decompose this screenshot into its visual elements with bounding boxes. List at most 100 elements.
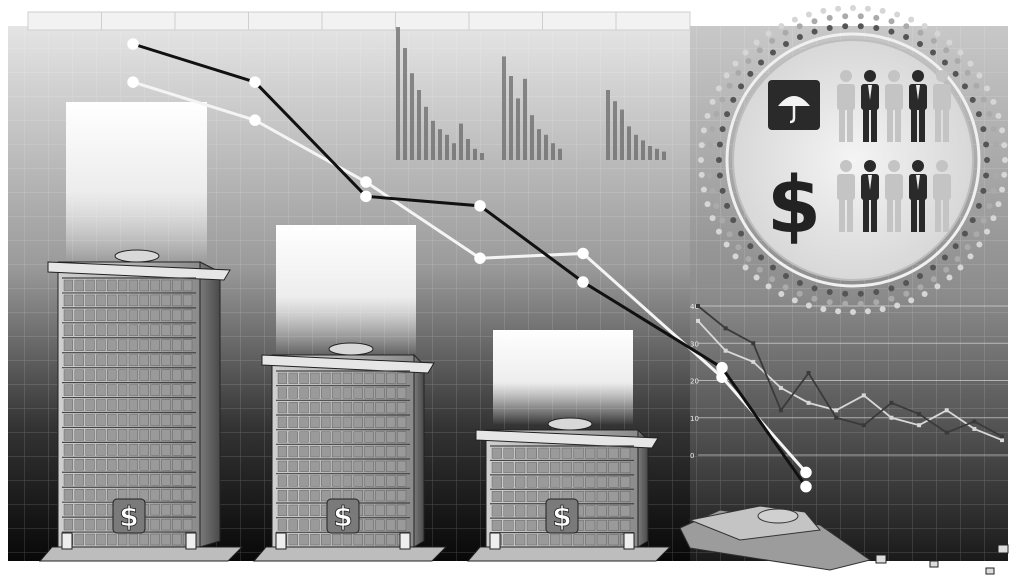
person-icon (909, 70, 927, 142)
decline-line-point (360, 190, 372, 203)
person-icon (933, 70, 951, 142)
dollar-badge (545, 498, 579, 534)
background-bar (544, 134, 548, 160)
small-chart-point (696, 318, 700, 323)
small-chart-series (697, 320, 1003, 441)
decline-line-point (577, 247, 589, 260)
small-chart-point (972, 426, 977, 431)
small-chart-point (972, 419, 977, 424)
small-chart-point (944, 430, 949, 435)
dollar-badge (326, 498, 360, 534)
person-icon (837, 70, 855, 142)
dollar-badge-symbol: $ (333, 500, 352, 533)
background-bar (641, 140, 645, 160)
circle-dot-ring (698, 5, 1008, 315)
background-bar (459, 123, 463, 160)
small-chart-point (834, 408, 839, 413)
dollar-badge (112, 498, 146, 534)
decline-line-point (360, 176, 372, 188)
dollar-icon: $ (767, 161, 821, 251)
small-chart-point (696, 304, 700, 308)
person-icon (933, 160, 951, 232)
background-bar-groups (396, 27, 666, 160)
background-bar (438, 129, 442, 160)
small-chart-tick-label: 40 (690, 303, 699, 311)
person-icon (861, 70, 879, 142)
background-bar (613, 101, 617, 160)
people-rows (837, 70, 951, 232)
background-bar (551, 143, 555, 160)
glow-panel-1 (66, 102, 207, 262)
small-chart-point (834, 415, 839, 420)
background-bar (523, 78, 527, 160)
glow-panel-3 (493, 330, 633, 425)
background-bar (509, 76, 513, 160)
background-bar (410, 73, 414, 160)
decline-line-point (474, 252, 486, 264)
background-bar (530, 115, 534, 160)
top-strip-cells (27, 12, 617, 30)
decline-line-point (800, 466, 812, 479)
background-bar (537, 129, 541, 160)
small-chart-tick-label: 20 (690, 378, 699, 386)
small-chart-point (723, 348, 728, 353)
person-icon (861, 160, 879, 232)
small-chart-point (806, 371, 811, 376)
background-bar (396, 27, 400, 160)
background-bar (473, 148, 477, 160)
background-bar (620, 109, 624, 160)
collapsed-building (679, 505, 1009, 575)
person-icon (885, 70, 903, 142)
small-chart-point (889, 400, 894, 405)
decline-line-point (249, 76, 261, 88)
background-bar (431, 120, 435, 160)
background-bar (558, 148, 562, 160)
background-bar (452, 143, 456, 160)
small-chart-point (861, 393, 866, 398)
small-chart-tick-label: 10 (690, 415, 699, 423)
dollar-badge-symbol: $ (552, 500, 571, 533)
small-chart-point (944, 408, 949, 413)
decline-line-point (127, 76, 139, 88)
person-icon (885, 160, 903, 232)
small-chart-point (889, 415, 894, 420)
umbrella-icon (768, 80, 820, 130)
background-bar (606, 90, 610, 160)
tall-building: $ (38, 249, 244, 562)
small-chart-point (723, 326, 728, 331)
background-bar (655, 148, 659, 160)
decline-line-point (127, 38, 139, 50)
background-bar (662, 151, 666, 160)
background-bar (634, 134, 638, 160)
top-strip (27, 11, 691, 31)
small-chart-point (1000, 434, 1004, 439)
infographic-circle: $ (698, 5, 1008, 315)
background-bar (502, 56, 506, 160)
person-icon (909, 160, 927, 232)
small-chart-tick-label: 0 (690, 452, 694, 460)
small-chart-point (917, 423, 922, 428)
dollar-badge-symbol: $ (119, 500, 138, 533)
background-bar (417, 90, 421, 160)
background-bar (445, 134, 449, 160)
person-icon (837, 160, 855, 232)
small-chart-point (1000, 438, 1004, 443)
decline-line-point (474, 200, 486, 212)
glow-panel-2 (276, 225, 416, 355)
decline-line-point (577, 276, 589, 288)
decline-lines (127, 38, 812, 493)
small-chart-point (751, 341, 756, 346)
decline-line-point (716, 361, 728, 374)
background-bar (466, 139, 470, 160)
small-chart-point (778, 408, 783, 413)
small-chart-point (806, 400, 811, 405)
small-chart-point (778, 385, 783, 390)
small-chart-tick-label: 30 (690, 340, 699, 348)
small-line-chart: 40 30 20 10 0 (690, 303, 1008, 460)
medium-building: $ (252, 342, 448, 562)
background-bar (480, 153, 484, 160)
background-bar (516, 98, 520, 160)
decline-line-point (800, 480, 812, 493)
small-chart-point (861, 423, 866, 428)
